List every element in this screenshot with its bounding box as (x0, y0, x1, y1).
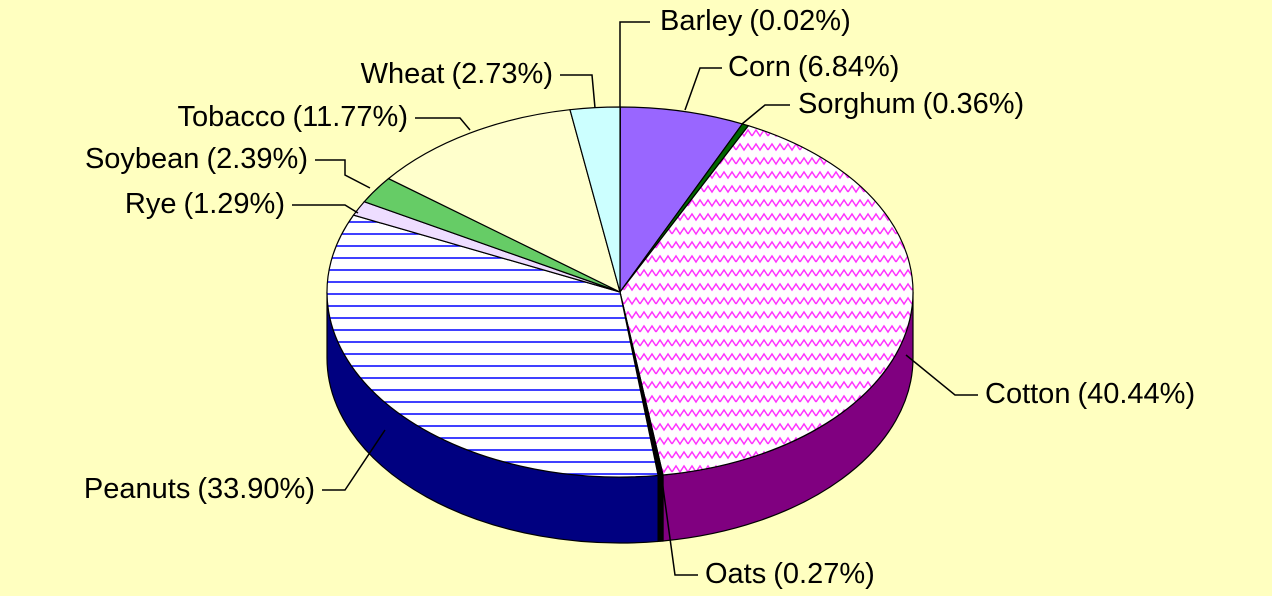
slice-label: Wheat (2.73%) (361, 58, 553, 90)
slice (619, 106, 744, 294)
leader-line (315, 159, 371, 189)
slice-value: (6.84%) (798, 51, 900, 83)
leader-lines (292, 21, 978, 576)
slice-value: (11.77%) (292, 101, 408, 133)
slice-label: Peanuts (33.90%) (84, 473, 315, 505)
slice (619, 125, 914, 476)
slice (326, 214, 659, 478)
leader-line (661, 479, 698, 576)
leader-line (905, 354, 978, 396)
slice-label: Barley (0.02%) (660, 5, 851, 37)
slice-name: Soybean (85, 143, 200, 175)
slice-name: Rye (125, 188, 177, 220)
leader-line (560, 74, 596, 109)
leader-line (741, 104, 790, 125)
pie-top (326, 106, 914, 478)
leader-line (619, 21, 650, 107)
slice-label: Corn (6.84%) (728, 51, 899, 83)
slice-name: Wheat (361, 58, 445, 90)
slice-value: (2.73%) (451, 58, 553, 90)
leader-line (684, 67, 722, 111)
slice-value: (0.02%) (749, 5, 851, 37)
slice-name: Peanuts (84, 473, 190, 505)
slice (387, 109, 621, 294)
slice-value: (0.36%) (923, 88, 1025, 120)
slice-label: Rye (1.29%) (125, 188, 285, 220)
slice-value: (2.39%) (206, 143, 308, 175)
slice-name: Cotton (985, 378, 1070, 410)
slice-label: Soybean (2.39%) (85, 143, 308, 175)
slice-label: Sorghum (0.36%) (798, 88, 1024, 120)
slice-value: (1.29%) (183, 188, 285, 220)
slice-name: Corn (728, 51, 791, 83)
leader-line (322, 429, 386, 491)
slice-name: Sorghum (798, 88, 916, 120)
slice-label: Tobacco (11.77%) (177, 101, 408, 133)
slice-label: Cotton (40.44%) (985, 378, 1195, 410)
slice-name: Tobacco (177, 101, 285, 133)
slice-value: (33.90%) (197, 473, 315, 505)
leader-line (292, 204, 359, 214)
slice-value: (0.27%) (773, 558, 875, 590)
slice-name: Barley (660, 5, 743, 37)
slice-name: Oats (705, 558, 766, 590)
slice-label: Oats (0.27%) (705, 558, 875, 590)
slice-value: (40.44%) (1077, 378, 1195, 410)
leader-line (415, 117, 471, 131)
